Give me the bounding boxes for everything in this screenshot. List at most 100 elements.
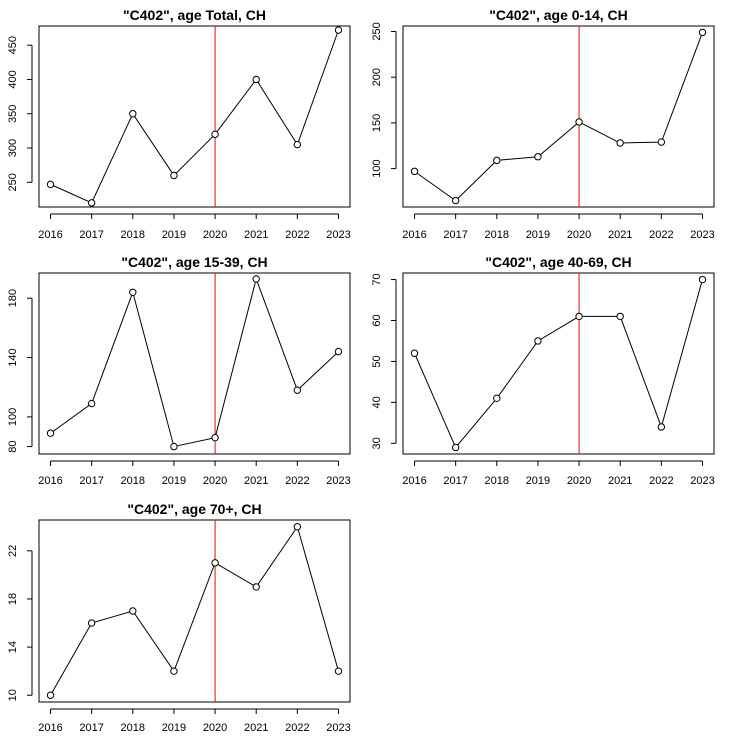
data-point: [410, 167, 419, 176]
x-tick-label: 2023: [326, 722, 350, 734]
data-point: [252, 275, 260, 283]
data-point: [46, 180, 55, 189]
x-tick-label: 2018: [121, 229, 145, 241]
x-tick-label: 2021: [244, 229, 268, 241]
data-point: [493, 156, 501, 165]
data-point: [293, 140, 302, 149]
plot-box: [38, 519, 351, 703]
y-tick-label: 400: [7, 70, 19, 88]
panel-title: "C402", age 15-39, CH: [121, 254, 267, 270]
series-line: [50, 525, 339, 696]
panel-title: "C402", age 0-14, CH: [489, 7, 628, 23]
panel-age-15-39: "C402", age 15-39, CH 2016 2017 2018 2019 202…: [7, 254, 351, 487]
x-tick-label: 2022: [285, 229, 309, 241]
panel-age-0-14: "C402", age 0-14, CH 2016 2017 2018 2019 2020…: [371, 7, 715, 241]
data-point: [252, 75, 260, 84]
data-point: [87, 619, 96, 627]
x-tick-label: 2018: [121, 475, 145, 487]
data-point: [129, 607, 137, 615]
x-tick-label: 2021: [244, 722, 268, 734]
x-tick-label: 2017: [79, 475, 103, 487]
x-tick-label: 2023: [690, 475, 714, 487]
y-tick-label: 100: [371, 159, 383, 177]
x-tick-label: 2020: [203, 475, 227, 487]
y-tick-label: 18: [7, 593, 19, 605]
x-tick-label: 2016: [402, 475, 426, 487]
x-tick-label: 2023: [326, 229, 350, 241]
y-tick-label: 250: [371, 22, 383, 40]
data-point: [87, 199, 96, 207]
data-point: [493, 394, 501, 403]
plot-box: [402, 25, 715, 208]
series-line: [50, 29, 339, 204]
data-point: [211, 433, 219, 442]
data-point: [616, 312, 624, 321]
x-tick-label: 2016: [38, 229, 62, 241]
y-tick-label: 300: [7, 139, 19, 157]
x-tick-label: 2017: [443, 229, 467, 241]
x-tick-label: 2018: [485, 475, 509, 487]
data-point: [334, 667, 343, 675]
y-tick-label: 10: [7, 689, 19, 701]
data-point: [170, 442, 178, 451]
data-point: [334, 347, 343, 356]
data-point: [657, 423, 666, 431]
y-tick-label: 140: [7, 348, 19, 366]
data-point: [211, 130, 219, 139]
data-point: [129, 288, 137, 296]
x-tick-label: 2019: [526, 229, 550, 241]
y-tick-label: 150: [371, 114, 383, 132]
plot-box: [38, 272, 351, 455]
x-tick-label: 2022: [285, 722, 309, 734]
data-point: [657, 138, 666, 146]
x-tick-label: 2017: [79, 229, 103, 241]
x-tick-label: 2017: [79, 722, 103, 734]
y-tick-label: 100: [7, 408, 19, 426]
y-tick-label: 200: [371, 68, 383, 86]
panel-title: "C402", age 70+, CH: [127, 501, 261, 517]
plot-box: [38, 25, 351, 208]
panel-age-40-69: "C402", age 40-69, CH 2016 2017 2018 2019 202…: [371, 254, 715, 487]
x-tick-label: 2023: [326, 475, 350, 487]
panel-age-70-plus: "C402", age 70+, CH 2016 2017 2018 2019 2020 2…: [7, 501, 351, 734]
x-tick-label: 2020: [567, 229, 591, 241]
y-tick-label: 450: [7, 36, 19, 54]
y-tick-label: 70: [371, 273, 383, 285]
data-point: [293, 386, 302, 394]
x-tick-label: 2019: [162, 475, 186, 487]
x-tick-label: 2022: [649, 229, 673, 241]
data-point: [534, 337, 542, 345]
panel-title: "C402", age Total, CH: [123, 7, 266, 23]
plot-box: [402, 272, 715, 455]
data-point: [575, 312, 583, 321]
y-tick-label: 250: [7, 173, 19, 191]
series-line: [50, 277, 339, 448]
data-point: [87, 399, 96, 408]
data-point: [575, 118, 583, 126]
data-point: [170, 171, 178, 180]
x-tick-label: 2022: [285, 475, 309, 487]
y-tick-label: 30: [371, 437, 383, 449]
data-point: [252, 583, 260, 591]
data-point: [293, 523, 302, 531]
y-tick-label: 22: [7, 545, 19, 557]
x-tick-label: 2022: [649, 475, 673, 487]
x-tick-label: 2016: [38, 475, 62, 487]
x-tick-label: 2020: [203, 722, 227, 734]
x-tick-label: 2021: [608, 229, 632, 241]
data-point: [46, 691, 55, 699]
x-tick-label: 2023: [690, 229, 714, 241]
data-point: [410, 349, 419, 357]
data-point: [534, 153, 542, 161]
y-tick-label: 350: [7, 105, 19, 123]
y-tick-label: 14: [7, 641, 19, 653]
x-tick-label: 2019: [162, 722, 186, 734]
data-point: [170, 667, 178, 675]
x-tick-label: 2020: [203, 229, 227, 241]
data-point: [129, 110, 137, 118]
x-tick-label: 2021: [244, 475, 268, 487]
y-tick-label: 60: [371, 314, 383, 326]
data-point: [616, 139, 624, 147]
data-point: [698, 28, 707, 37]
x-tick-label: 2016: [402, 229, 426, 241]
